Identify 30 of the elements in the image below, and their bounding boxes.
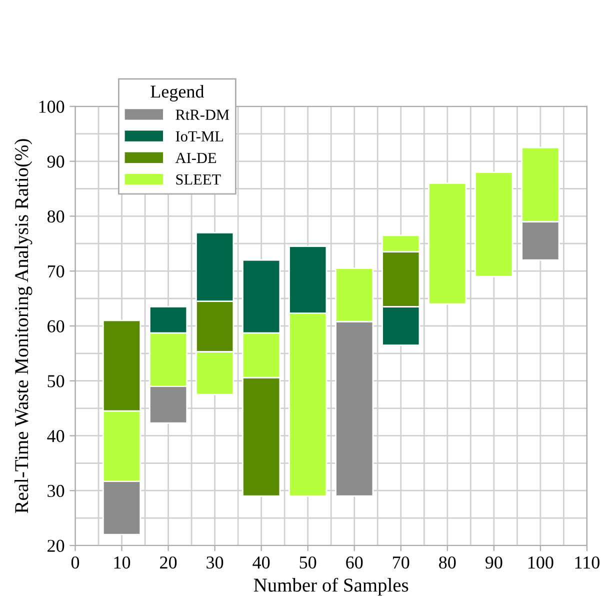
- x-tick-label: 70: [393, 556, 410, 569]
- y-axis-title: Real-Time Waste Monitoring Analysis Ratio(%): [14, 139, 32, 514]
- bar: [428, 182, 467, 305]
- bar: [474, 172, 514, 278]
- x-tick-label: 40: [252, 556, 270, 569]
- legend-label: RtR-DM: [176, 110, 230, 120]
- y-tick-label: 30: [48, 484, 64, 498]
- x-tick-label: 20: [160, 556, 177, 569]
- x-tick-label: 90: [485, 556, 502, 569]
- x-tick-label: 50: [300, 556, 316, 569]
- y-tick-label: 40: [47, 430, 64, 442]
- x-tick-label: 110: [575, 556, 600, 569]
- y-tick-label: 50: [48, 375, 64, 388]
- y-tick-label: 80: [47, 210, 64, 223]
- x-tick-label: 30: [206, 556, 224, 569]
- y-tick-label: 90: [47, 156, 64, 168]
- y-tick-label: 70: [48, 265, 64, 278]
- x-axis-title: Number of Samples: [254, 578, 408, 596]
- legend-label: AI-DE: [175, 152, 216, 163]
- x-tick-label: 100: [528, 556, 554, 569]
- legend-title: Legend: [150, 85, 204, 102]
- x-tick-label: 80: [439, 556, 456, 569]
- legend-label: IoT-ML: [176, 131, 223, 142]
- y-tick-label: 20: [48, 540, 64, 552]
- y-tick-label: 100: [39, 100, 64, 113]
- legend-label: SLEET: [176, 174, 221, 185]
- x-tick-label: 60: [346, 556, 363, 569]
- y-tick-label: 60: [48, 320, 64, 332]
- x-tick-label: 10: [114, 556, 130, 569]
- x-tick-label: 0: [71, 556, 80, 569]
